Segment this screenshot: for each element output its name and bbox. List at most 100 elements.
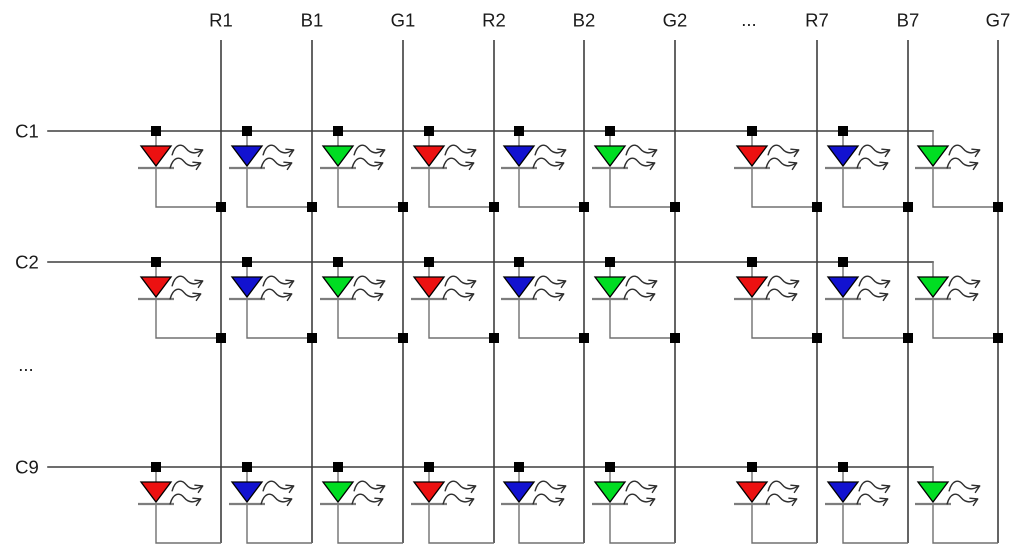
junction-dot bbox=[307, 202, 317, 212]
led-cell-c2-g2 bbox=[592, 257, 680, 343]
junction-dot bbox=[333, 126, 343, 136]
cathode-wire bbox=[609, 504, 675, 544]
junction-dot bbox=[838, 462, 848, 472]
cathode-wire bbox=[428, 504, 494, 544]
junction-dot bbox=[605, 462, 615, 472]
light-emission-arrow bbox=[444, 480, 477, 494]
junction-dot bbox=[579, 202, 589, 212]
row-label-c1: C1 bbox=[15, 121, 39, 142]
light-emission-arrow bbox=[765, 493, 798, 507]
junction-dot bbox=[489, 333, 499, 343]
light-emission-arrow bbox=[765, 288, 798, 302]
column-label-g2: G2 bbox=[663, 10, 688, 31]
led-triangle-blue bbox=[502, 145, 536, 168]
led-cell-c1-r7 bbox=[734, 126, 822, 212]
column-label-b7: B7 bbox=[897, 10, 920, 31]
light-emission-arrow bbox=[262, 144, 295, 158]
cathode-wire bbox=[932, 504, 998, 544]
led-cell-c2-r1 bbox=[138, 257, 226, 343]
junction-dot bbox=[489, 202, 499, 212]
cathode-wire bbox=[518, 299, 584, 339]
junction-dot bbox=[514, 462, 524, 472]
junction-dot bbox=[605, 257, 615, 267]
column-label-b2: B2 bbox=[573, 10, 596, 31]
led-cell-c1-b2 bbox=[501, 126, 589, 212]
cathode-wire bbox=[609, 168, 675, 208]
light-emission-arrow bbox=[353, 275, 386, 289]
light-emission-arrow bbox=[946, 157, 979, 171]
light-emission-arrow bbox=[946, 493, 979, 507]
led-cell-c9-r1 bbox=[138, 462, 221, 544]
light-emission-arrow bbox=[260, 157, 293, 171]
light-emission-arrow bbox=[767, 144, 800, 158]
junction-dot bbox=[216, 202, 226, 212]
light-emission-arrow bbox=[625, 275, 658, 289]
light-emission-arrow bbox=[532, 288, 565, 302]
led-cell-c1-r1 bbox=[138, 126, 226, 212]
led-cell-c9-r2 bbox=[411, 462, 494, 544]
led-cell-c1-b7 bbox=[825, 126, 913, 212]
led-cell-c1-r2 bbox=[411, 126, 499, 212]
junction-dot bbox=[151, 126, 161, 136]
junction-dot bbox=[514, 257, 524, 267]
junction-dot bbox=[514, 126, 524, 136]
junction-dot bbox=[333, 462, 343, 472]
junction-dot bbox=[333, 257, 343, 267]
junction-dot bbox=[812, 202, 822, 212]
led-triangle-green bbox=[593, 276, 627, 299]
light-emission-arrow bbox=[532, 157, 565, 171]
led-cell-c2-r2 bbox=[411, 257, 499, 343]
led-cell-c2-b2 bbox=[501, 257, 589, 343]
junction-dot bbox=[242, 257, 252, 267]
junction-dot bbox=[151, 462, 161, 472]
cathode-wire bbox=[246, 504, 312, 544]
light-emission-arrow bbox=[858, 275, 891, 289]
column-ellipsis: ... bbox=[741, 9, 756, 30]
cathode-wire bbox=[155, 168, 221, 208]
light-emission-arrow bbox=[948, 144, 981, 158]
cathode-wire bbox=[337, 168, 403, 208]
light-emission-arrow bbox=[351, 288, 384, 302]
cathode-wire bbox=[932, 299, 998, 339]
led-cell-c9-b1 bbox=[229, 462, 312, 544]
led-triangle-green bbox=[321, 481, 355, 504]
led-cell-c9-g7 bbox=[915, 467, 998, 544]
junction-dot bbox=[670, 333, 680, 343]
light-emission-arrow bbox=[858, 144, 891, 158]
junction-dot bbox=[242, 462, 252, 472]
junction-dot bbox=[398, 202, 408, 212]
led-triangle-green bbox=[593, 145, 627, 168]
led-cell-c1-g1 bbox=[320, 126, 408, 212]
cathode-wire bbox=[155, 504, 221, 544]
light-emission-arrow bbox=[625, 144, 658, 158]
cathode-wire bbox=[751, 299, 817, 339]
junction-dot bbox=[903, 333, 913, 343]
column-label-g7: G7 bbox=[986, 10, 1011, 31]
column-label-r2: R2 bbox=[482, 10, 506, 31]
junction-dot bbox=[747, 126, 757, 136]
junction-dot bbox=[838, 126, 848, 136]
light-emission-arrow bbox=[765, 157, 798, 171]
light-emission-arrow bbox=[948, 275, 981, 289]
junction-dot bbox=[424, 257, 434, 267]
light-emission-arrow bbox=[169, 493, 202, 507]
led-cell-c9-b7 bbox=[825, 462, 908, 544]
row-ellipsis: ... bbox=[18, 354, 33, 375]
cathode-wire bbox=[842, 504, 908, 544]
light-emission-arrow bbox=[444, 144, 477, 158]
cathode-wire bbox=[155, 299, 221, 339]
light-emission-arrow bbox=[353, 144, 386, 158]
light-emission-arrow bbox=[623, 288, 656, 302]
light-emission-arrow bbox=[534, 144, 567, 158]
junction-dot bbox=[993, 333, 1003, 343]
junction-dot bbox=[993, 202, 1003, 212]
light-emission-arrow bbox=[444, 275, 477, 289]
led-triangle-red bbox=[139, 145, 173, 168]
led-triangle-blue bbox=[230, 145, 264, 168]
light-emission-arrow bbox=[856, 157, 889, 171]
light-emission-arrow bbox=[442, 157, 475, 171]
cathode-wire bbox=[518, 504, 584, 544]
light-emission-arrow bbox=[623, 157, 656, 171]
led-triangle-red bbox=[139, 276, 173, 299]
